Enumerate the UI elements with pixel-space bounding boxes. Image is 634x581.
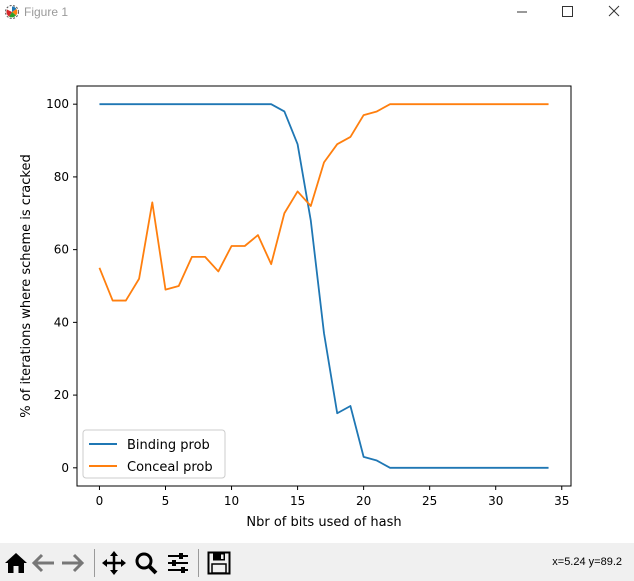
maximize-button[interactable] [544, 0, 590, 24]
zoom-button[interactable] [132, 549, 160, 577]
y-tick-label: 80 [54, 170, 69, 184]
save-button[interactable] [205, 549, 233, 577]
home-button[interactable] [2, 549, 30, 577]
maximize-icon [562, 6, 573, 17]
x-axis-ticks: 0 5 10 15 20 25 30 35 [96, 486, 569, 508]
x-tick-label: 5 [162, 494, 170, 508]
y-tick-label: 0 [61, 461, 69, 475]
series-line-1 [98, 103, 549, 302]
x-tick-label: 10 [224, 494, 239, 508]
toolbar-separator [94, 549, 95, 577]
legend-label-binding: Binding prob [127, 438, 210, 453]
x-tick-label: 20 [356, 494, 371, 508]
x-tick-label: 30 [488, 494, 503, 508]
matplotlib-logo-icon [4, 4, 20, 20]
pan-button[interactable] [100, 549, 128, 577]
sliders-icon [168, 553, 188, 573]
figure-canvas[interactable]: 0 5 10 15 20 25 30 35 0 20 40 60 80 100 Nbr of bits … [0, 24, 634, 543]
y-tick-label: 20 [54, 388, 69, 402]
home-icon [5, 553, 27, 573]
series-line-0 [99, 103, 549, 469]
forward-arrow-icon [62, 553, 85, 573]
window-titlebar: Figure 1 [0, 0, 634, 24]
close-icon [608, 5, 620, 17]
configure-subplots-button[interactable] [164, 549, 192, 577]
minimize-icon [517, 11, 527, 13]
y-tick-label: 60 [54, 243, 69, 257]
window-title: Figure 1 [24, 5, 69, 19]
save-disk-icon [207, 551, 231, 575]
plot-lines-group [98, 103, 549, 469]
minimize-button[interactable] [498, 0, 544, 24]
x-tick-label: 25 [422, 494, 437, 508]
line-chart: 0 5 10 15 20 25 30 35 0 20 40 60 80 100 Nbr of bits … [19, 85, 572, 530]
legend-label-conceal: Conceal prob [127, 460, 213, 475]
back-button[interactable] [30, 549, 58, 577]
y-tick-label: 40 [54, 315, 69, 329]
legend-box [82, 429, 226, 479]
y-tick-label: 100 [46, 97, 69, 111]
axes-frame [76, 85, 572, 487]
y-axis-ticks: 0 20 40 60 80 100 [46, 97, 77, 475]
move-icon [102, 551, 126, 575]
x-axis-label: Nbr of bits used of hash [246, 515, 401, 530]
x-tick-label: 35 [554, 494, 569, 508]
zoom-magnifier-icon [135, 552, 158, 575]
forward-button[interactable] [58, 549, 86, 577]
toolbar-separator [198, 549, 199, 577]
x-tick-label: 0 [96, 494, 104, 508]
back-arrow-icon [31, 553, 54, 573]
y-axis-label: % of iterations where scheme is cracked [19, 154, 34, 417]
x-tick-label: 15 [290, 494, 305, 508]
close-button[interactable] [588, 0, 634, 24]
cursor-coordinates: x=5.24 y=89.2 [552, 556, 622, 568]
legend: Binding prob Conceal prob [82, 429, 226, 479]
navigation-toolbar: x=5.24 y=89.2 [0, 543, 634, 581]
